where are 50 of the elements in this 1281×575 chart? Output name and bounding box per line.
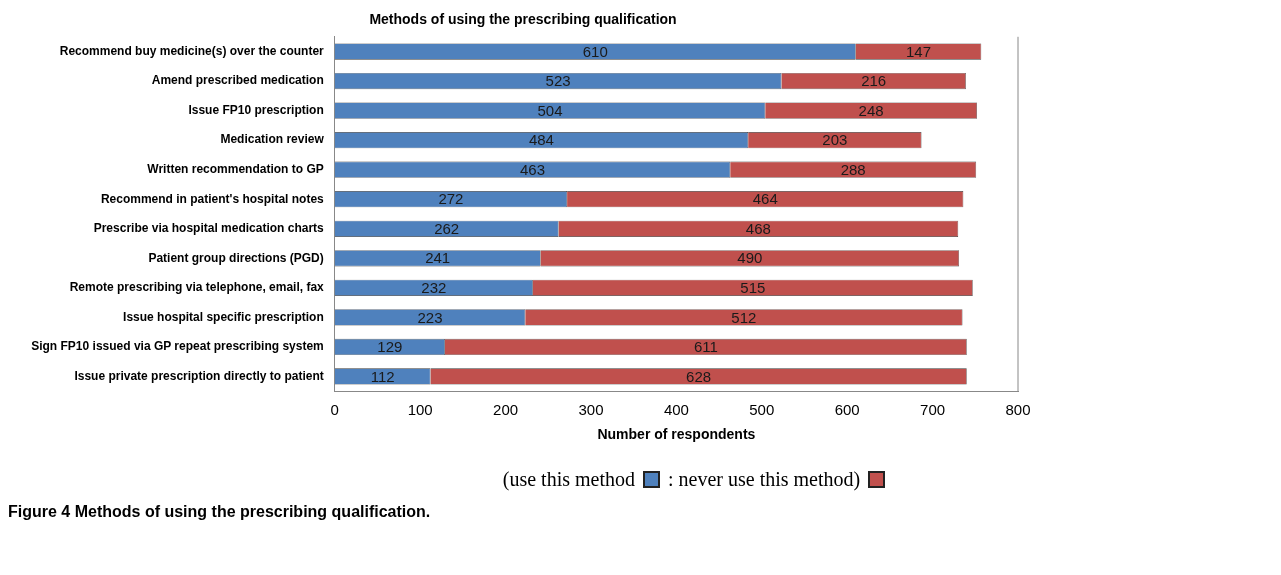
data-label: 464 xyxy=(752,190,778,208)
data-label: 203 xyxy=(822,131,848,149)
y-tick-label: Prescribe via hospital medication charts xyxy=(93,221,325,236)
data-label: 512 xyxy=(731,308,757,326)
y-tick-label: Recommend buy medicine(s) over the counter xyxy=(59,43,325,58)
y-tick-label: Sign FP10 issued via GP repeat prescribing system xyxy=(31,339,324,354)
data-label: 232 xyxy=(421,278,447,296)
data-label: 223 xyxy=(417,308,443,326)
caption: Figure 4 Methods of using the prescribing qualification. xyxy=(8,503,432,521)
x-tick-label: 100 xyxy=(407,401,433,419)
legend-label: : never use this method) xyxy=(668,468,861,490)
x-tick-label: 300 xyxy=(578,401,604,419)
x-tick-label: 800 xyxy=(1005,401,1031,419)
x-tick-label: 200 xyxy=(493,401,519,419)
y-tick-label: Patient group directions (PGD) xyxy=(148,250,324,265)
x-tick-label: 500 xyxy=(749,401,775,419)
data-label: 463 xyxy=(519,160,545,178)
y-tick-label: Remote prescribing via telephone, email, fax xyxy=(69,280,325,295)
data-label: 504 xyxy=(537,101,563,119)
data-label: 112 xyxy=(370,367,395,385)
y-tick-label: Issue FP10 prescription xyxy=(188,102,324,117)
x-tick-label: 600 xyxy=(834,401,860,419)
data-label: 288 xyxy=(840,160,866,178)
y-tick-label: Recommend in patient's hospital notes xyxy=(100,191,325,206)
data-label: 611 xyxy=(693,338,718,356)
data-label: 490 xyxy=(737,249,763,267)
y-tick-label: Amend prescribed medication xyxy=(151,73,324,88)
y-tick-label: Issue hospital specific prescription xyxy=(123,309,324,324)
data-label: 484 xyxy=(528,131,554,149)
data-label: 628 xyxy=(686,367,712,385)
y-tick-label: Issue private prescription directly to patient xyxy=(74,368,324,383)
data-label: 515 xyxy=(740,278,766,296)
data-label: 262 xyxy=(434,219,460,237)
x-axis-title: Number of respondents xyxy=(597,426,756,443)
x-tick-label: 400 xyxy=(663,401,689,419)
data-label: 248 xyxy=(858,101,884,119)
legend-label: (use this method xyxy=(502,468,636,490)
data-label: 241 xyxy=(425,249,451,267)
data-label: 523 xyxy=(545,72,571,90)
data-label: 468 xyxy=(745,219,771,237)
y-tick-label: Medication review xyxy=(220,132,325,147)
x-tick-label: 0 xyxy=(330,401,339,419)
data-label: 610 xyxy=(582,42,608,60)
data-label: 272 xyxy=(438,190,464,208)
chart-title: Methods of using the prescribing qualification xyxy=(369,11,677,28)
y-tick-label: Written recommendation to GP xyxy=(147,162,324,177)
x-tick-label: 700 xyxy=(920,401,946,419)
data-label: 216 xyxy=(861,72,887,90)
data-label: 129 xyxy=(377,338,403,356)
data-label: 147 xyxy=(905,42,932,60)
